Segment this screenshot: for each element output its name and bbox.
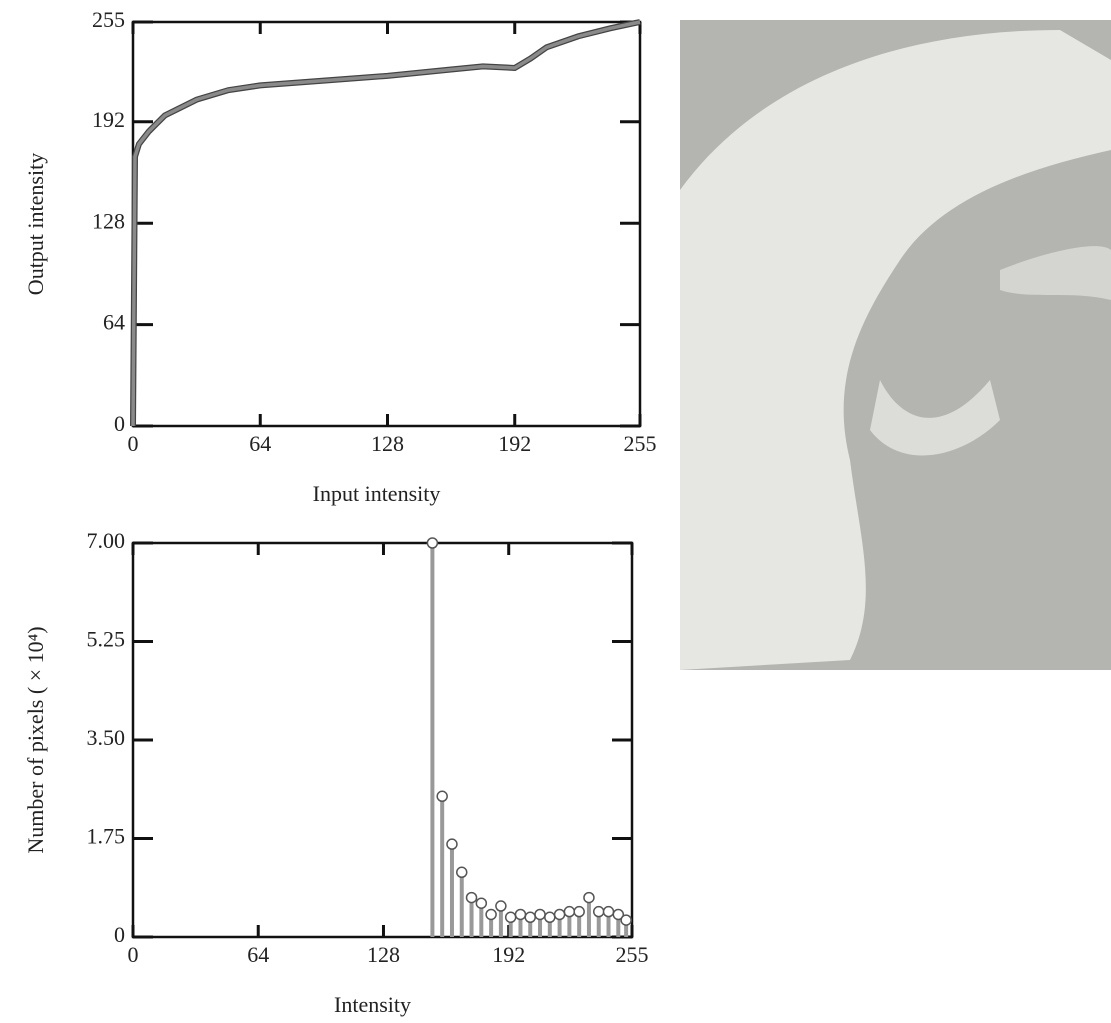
stem-marker [583, 891, 595, 904]
stem-marker [485, 908, 497, 921]
stem-marker [612, 908, 625, 921]
chart: 0 64 128 192 255 0 1.75 3.50 5.25 7.00 Intensity Nu… [23, 528, 648, 1017]
stem-marker [534, 908, 546, 921]
stem-marker [602, 905, 615, 918]
y-tick-label: 1.75 [87, 824, 126, 849]
y-tick-label: 5.25 [87, 627, 126, 652]
stem-marker [553, 908, 566, 921]
x-tick-label: 0 [128, 431, 139, 456]
stem-marker [544, 911, 556, 924]
x-axis-label: Intensity [334, 992, 411, 1017]
y-axis-label: Number of pixels ( × 10⁴) [23, 626, 48, 853]
photo-region [1000, 246, 1111, 300]
x-tick-label: 255 [624, 431, 657, 456]
y-tick-label: 64 [103, 310, 125, 335]
plot-frame [131, 20, 642, 428]
x-tick-label: 0 [128, 942, 139, 967]
x-tick-label: 192 [498, 431, 531, 456]
stem-marker [465, 891, 478, 904]
x-tick-label: 128 [367, 942, 400, 967]
stem-marker [620, 914, 632, 926]
x-tick-label: 64 [249, 431, 271, 456]
stem-marker [495, 900, 507, 912]
plot-frame [131, 541, 634, 939]
line-outline [130, 19, 641, 427]
stem-marker [456, 866, 468, 879]
line [131, 20, 641, 427]
stem-marker [573, 905, 585, 918]
stem-marker [524, 911, 536, 924]
x-axis-label: Input intensity [313, 481, 441, 506]
y-tick-label: 0 [114, 411, 125, 436]
stem-marker [446, 838, 458, 850]
stem-marker [436, 790, 448, 803]
y-tick-label: 0 [114, 922, 125, 947]
stem-marker [514, 908, 527, 921]
y-axis-label: Output intensity [23, 153, 48, 295]
x-tick-label: 255 [616, 942, 649, 967]
stem-marker [504, 911, 517, 924]
x-tick-label: 128 [371, 431, 404, 456]
stem-marker [592, 905, 605, 918]
y-tick-label: 128 [92, 208, 125, 233]
y-tick-label: 255 [92, 7, 125, 32]
photo-region [870, 380, 1000, 456]
y-tick-label: 3.50 [87, 725, 126, 750]
x-tick-label: 64 [247, 942, 269, 967]
stem-marker [475, 897, 488, 909]
x-tick-label: 192 [492, 942, 525, 967]
photo [680, 20, 1111, 670]
y-tick-label: 7.00 [87, 528, 126, 553]
y-tick-label: 192 [92, 107, 125, 132]
stem-marker [426, 537, 439, 549]
chart: 0 64 128 192 255 0 64 128 192 255 Input intensity O… [23, 7, 656, 506]
photo-region [680, 30, 1111, 670]
stem-marker [563, 905, 576, 918]
